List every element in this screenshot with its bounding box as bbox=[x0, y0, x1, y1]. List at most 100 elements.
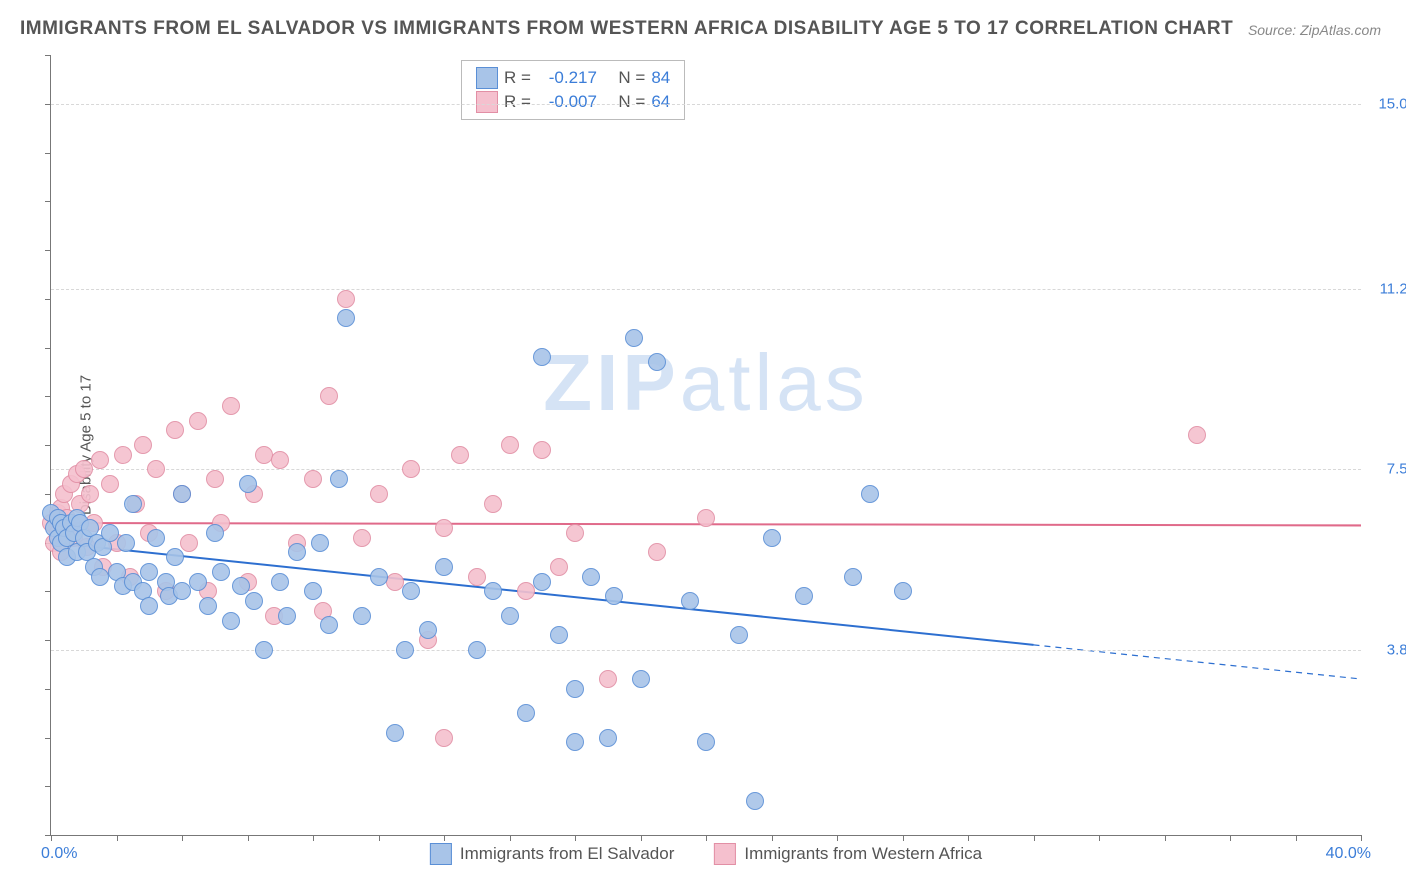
data-point bbox=[304, 582, 322, 600]
bottom-swatch-1 bbox=[430, 843, 452, 865]
data-point bbox=[140, 563, 158, 581]
data-point bbox=[101, 524, 119, 542]
data-point bbox=[501, 436, 519, 454]
data-point bbox=[222, 612, 240, 630]
data-point bbox=[632, 670, 650, 688]
y-tick bbox=[45, 104, 51, 105]
data-point bbox=[566, 733, 584, 751]
data-point bbox=[844, 568, 862, 586]
data-point bbox=[232, 577, 250, 595]
data-point bbox=[140, 597, 158, 615]
watermark-atlas: atlas bbox=[680, 338, 869, 427]
chart-title: IMMIGRANTS FROM EL SALVADOR VS IMMIGRANT… bbox=[20, 18, 1233, 40]
data-point bbox=[91, 568, 109, 586]
data-point bbox=[320, 616, 338, 634]
data-point bbox=[212, 563, 230, 581]
x-tick bbox=[1296, 835, 1297, 841]
x-tick bbox=[510, 835, 511, 841]
y-tick bbox=[45, 494, 51, 495]
data-point bbox=[468, 568, 486, 586]
data-point bbox=[189, 412, 207, 430]
data-point bbox=[353, 529, 371, 547]
x-axis-min-label: 0.0% bbox=[41, 845, 77, 863]
data-point bbox=[533, 441, 551, 459]
data-point bbox=[1188, 426, 1206, 444]
data-point bbox=[402, 582, 420, 600]
data-point bbox=[370, 485, 388, 503]
y-tick bbox=[45, 689, 51, 690]
data-point bbox=[147, 529, 165, 547]
bottom-legend: Immigrants from El Salvador Immigrants f… bbox=[430, 843, 982, 865]
data-point bbox=[605, 587, 623, 605]
x-tick bbox=[641, 835, 642, 841]
data-point bbox=[255, 641, 273, 659]
data-point bbox=[353, 607, 371, 625]
legend-item-2: Immigrants from Western Africa bbox=[714, 843, 982, 865]
data-point bbox=[795, 587, 813, 605]
y-tick bbox=[45, 55, 51, 56]
x-axis-max-label: 40.0% bbox=[1326, 845, 1371, 863]
data-point bbox=[320, 387, 338, 405]
trend-lines bbox=[51, 55, 1361, 835]
x-tick bbox=[772, 835, 773, 841]
x-tick bbox=[1165, 835, 1166, 841]
data-point bbox=[114, 446, 132, 464]
y-tick bbox=[45, 348, 51, 349]
data-point bbox=[566, 524, 584, 542]
data-point bbox=[134, 436, 152, 454]
data-point bbox=[648, 543, 666, 561]
data-point bbox=[81, 485, 99, 503]
x-tick bbox=[1034, 835, 1035, 841]
data-point bbox=[337, 309, 355, 327]
data-point bbox=[599, 670, 617, 688]
data-point bbox=[533, 573, 551, 591]
data-point bbox=[451, 446, 469, 464]
data-point bbox=[166, 548, 184, 566]
n-value-1: 84 bbox=[651, 68, 670, 88]
data-point bbox=[533, 348, 551, 366]
data-point bbox=[402, 460, 420, 478]
stats-legend: R = -0.217 N = 84 R = -0.007 N = 64 bbox=[461, 60, 685, 120]
data-point bbox=[173, 485, 191, 503]
y-tick bbox=[45, 591, 51, 592]
data-point bbox=[271, 451, 289, 469]
data-point bbox=[517, 582, 535, 600]
n-value-2: 64 bbox=[651, 92, 670, 112]
series-2-label: Immigrants from Western Africa bbox=[744, 844, 982, 864]
data-point bbox=[550, 558, 568, 576]
data-point bbox=[396, 641, 414, 659]
data-point bbox=[697, 733, 715, 751]
data-point bbox=[206, 524, 224, 542]
x-tick bbox=[313, 835, 314, 841]
grid-line bbox=[51, 104, 1361, 105]
data-point bbox=[147, 460, 165, 478]
data-point bbox=[288, 543, 306, 561]
y-tick-label: 15.0% bbox=[1371, 95, 1406, 112]
y-tick bbox=[45, 640, 51, 641]
x-tick bbox=[182, 835, 183, 841]
y-tick bbox=[45, 738, 51, 739]
data-point bbox=[91, 451, 109, 469]
data-point bbox=[206, 470, 224, 488]
data-point bbox=[271, 573, 289, 591]
n-label-2: N = bbox=[618, 92, 645, 112]
y-tick-label: 7.5% bbox=[1371, 461, 1406, 478]
data-point bbox=[337, 290, 355, 308]
data-point bbox=[625, 329, 643, 347]
x-tick bbox=[1361, 835, 1362, 841]
data-point bbox=[435, 729, 453, 747]
data-point bbox=[180, 534, 198, 552]
data-point bbox=[278, 607, 296, 625]
x-tick bbox=[444, 835, 445, 841]
data-point bbox=[222, 397, 240, 415]
r-label-2: R = bbox=[504, 92, 531, 112]
y-tick-label: 3.8% bbox=[1371, 641, 1406, 658]
y-tick bbox=[45, 835, 51, 836]
y-tick-label: 11.2% bbox=[1371, 281, 1406, 298]
data-point bbox=[566, 680, 584, 698]
x-tick bbox=[1230, 835, 1231, 841]
data-point bbox=[763, 529, 781, 547]
data-point bbox=[648, 353, 666, 371]
data-point bbox=[370, 568, 388, 586]
data-point bbox=[681, 592, 699, 610]
